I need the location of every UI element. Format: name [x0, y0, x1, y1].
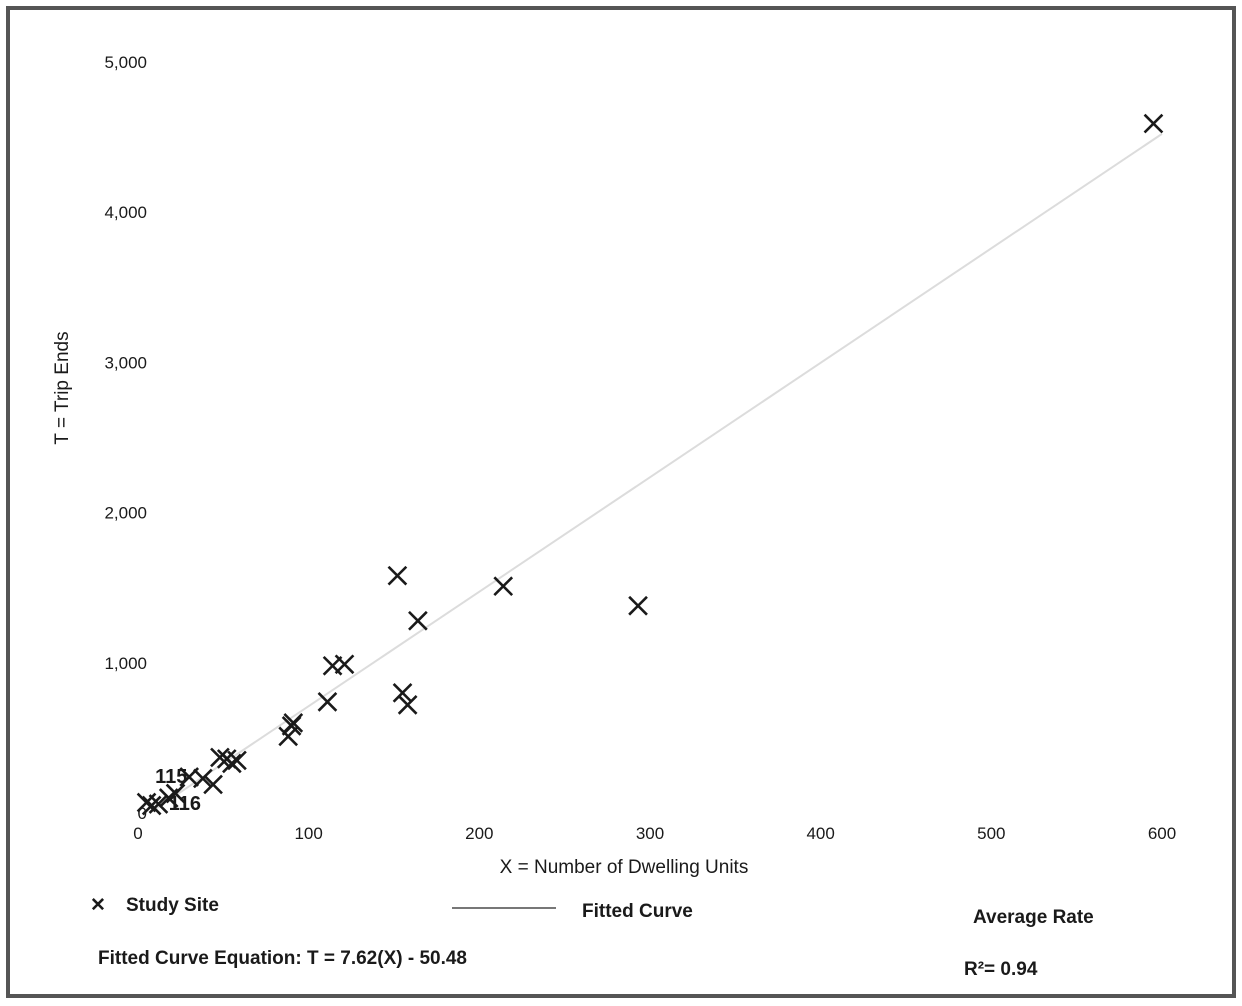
average-rate-legend-label: Average Rate: [973, 907, 1094, 928]
x-tick-label: 300: [636, 824, 664, 843]
point-annotation: 115: [155, 766, 187, 788]
y-tick-label: 3,000: [104, 353, 147, 372]
study-site-point: [392, 683, 413, 703]
study-site-point: [165, 783, 186, 804]
x-tick-label: 100: [294, 824, 322, 843]
x-axis: 0 100 200 300 400 500 600: [133, 824, 1176, 843]
study-site-legend-label: Study Site: [126, 895, 219, 916]
fitted-curve-legend-label: Fitted Curve: [582, 901, 693, 922]
y-tick-label: 5,000: [104, 53, 147, 72]
y-tick-label: 1,000: [104, 654, 147, 673]
x-tick-label: 600: [1148, 824, 1176, 843]
study-site-point: [203, 774, 223, 795]
x-axis-title: X = Number of Dwelling Units: [500, 857, 749, 878]
y-tick-label: 4,000: [104, 203, 147, 222]
study-site-point: [408, 610, 428, 631]
study-site-point: [148, 794, 169, 814]
study-site-point: [493, 576, 514, 597]
x-tick-label: 500: [977, 824, 1005, 843]
x-tick-label: 400: [806, 824, 834, 843]
study-site-point: [387, 565, 408, 586]
data-points-layer: [136, 113, 1164, 816]
fitted-curve-layer: [148, 133, 1163, 814]
point-annotation: 116: [169, 793, 201, 815]
x-tick-label: 0: [133, 824, 142, 843]
study-site-point: [193, 768, 213, 789]
r-squared-value: R²= 0.94: [964, 959, 1038, 980]
chart-frame: [6, 6, 1236, 998]
fitted-curve-line: [148, 133, 1163, 814]
study-site-point: [210, 747, 230, 768]
y-axis-title: T = Trip Ends: [52, 331, 73, 444]
y-tick-label: 2,000: [104, 504, 147, 523]
study-site-point: [334, 654, 355, 675]
study-site-legend-symbol: ✕: [90, 895, 106, 916]
study-site-point: [317, 692, 338, 712]
study-site-point: [222, 753, 242, 774]
study-site-point: [278, 726, 299, 747]
x-tick-label: 200: [465, 824, 493, 843]
study-site-point: [397, 695, 418, 715]
study-site-point: [141, 795, 162, 816]
study-site-point: [283, 713, 304, 733]
fitted-curve-equation: Fitted Curve Equation: T = 7.62(X) - 50.…: [98, 948, 467, 969]
study-site-point: [227, 750, 247, 771]
study-site-point: [1143, 113, 1164, 134]
study-site-point: [628, 595, 648, 616]
